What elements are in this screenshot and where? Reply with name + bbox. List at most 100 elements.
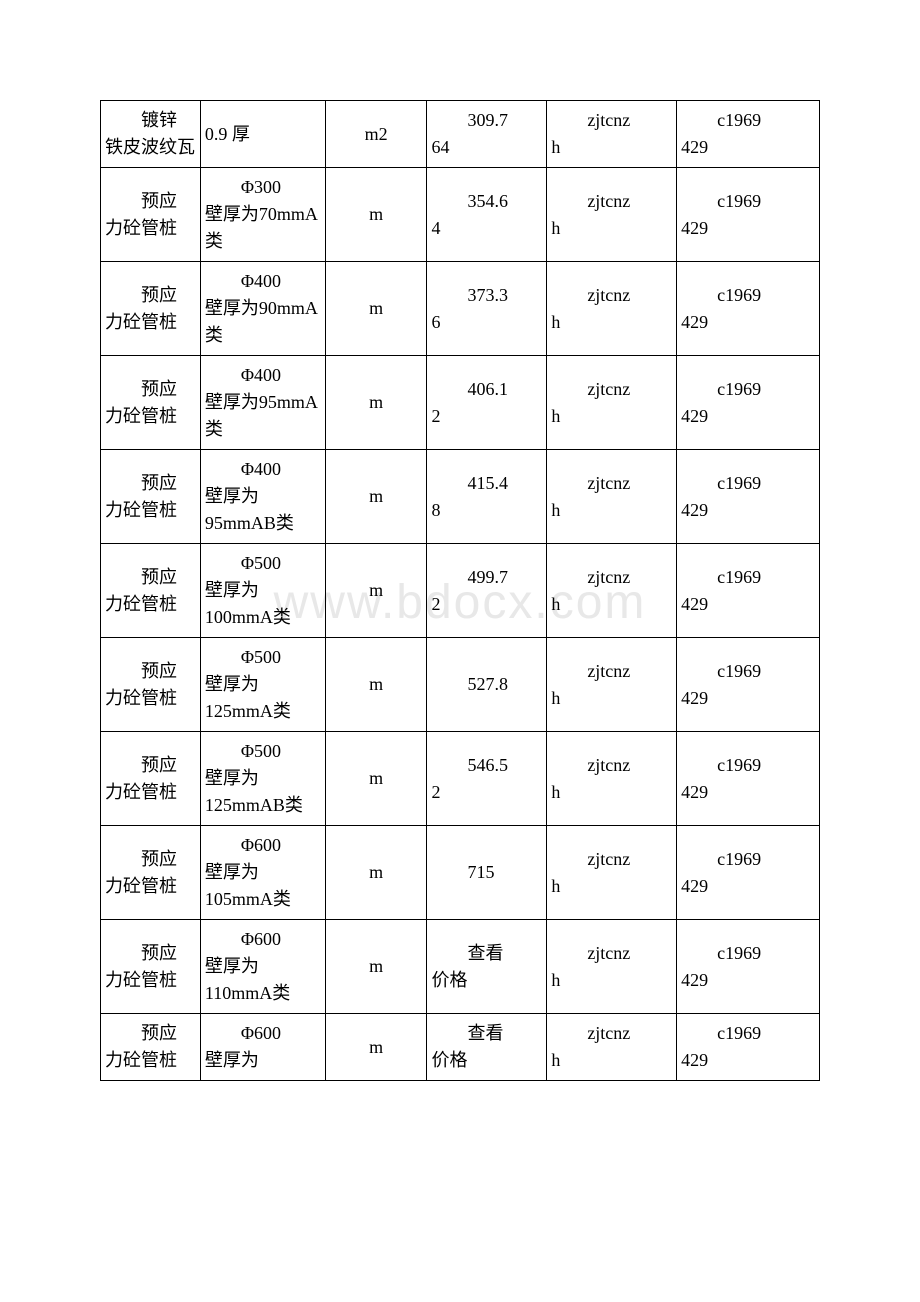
cell-spec: Φ600 壁厚为: [200, 1014, 325, 1081]
code1-line2: h: [551, 215, 672, 242]
name-line2: 力砼管桩: [105, 1047, 196, 1074]
name-line1: 预应: [105, 1020, 196, 1047]
code2-line2: 429: [681, 967, 815, 994]
cell-price: 查看 价格: [427, 1014, 547, 1081]
cell-code2: c1969 429: [677, 544, 820, 638]
spec-line2: 壁厚为125mmAB类: [205, 765, 321, 819]
cell-name: 预应 力砼管桩: [101, 262, 201, 356]
spec-line1: Φ600: [205, 1020, 321, 1047]
cell-name: 镀锌 铁皮波纹瓦: [101, 101, 201, 168]
price-line2: 64: [431, 134, 542, 161]
spec-line2: 壁厚为90mmA 类: [205, 295, 321, 349]
cell-code2: c1969 429: [677, 826, 820, 920]
price-line2: 2: [431, 403, 542, 430]
cell-spec: Φ300 壁厚为70mmA 类: [200, 168, 325, 262]
price-line2: 2: [431, 779, 542, 806]
price-line1: 715: [431, 859, 542, 886]
table-row: 预应 力砼管桩 Φ600 壁厚为105mmA类 m 715 zjtcnz h c…: [101, 826, 820, 920]
cell-price: 415.4 8: [427, 450, 547, 544]
table-row: 预应 力砼管桩 Φ600 壁厚为 m 查看 价格 zjtcnz h c1969 …: [101, 1014, 820, 1081]
cell-code2: c1969 429: [677, 101, 820, 168]
cell-price: 373.3 6: [427, 262, 547, 356]
name-line1: 预应: [105, 188, 196, 215]
code1-line2: h: [551, 591, 672, 618]
code2-line1: c1969: [681, 658, 815, 685]
code2-line2: 429: [681, 685, 815, 712]
name-line2: 力砼管桩: [105, 309, 196, 336]
name-line2: 铁皮波纹瓦: [105, 134, 196, 161]
cell-unit: m: [325, 1014, 427, 1081]
data-table: 镀锌 铁皮波纹瓦 0.9 厚 m2 309.7 64 zjtcnz h c196…: [100, 100, 820, 1081]
code1-line1: zjtcnz: [551, 658, 672, 685]
name-line1: 预应: [105, 564, 196, 591]
price-line1: 查看: [431, 940, 542, 967]
cell-unit: m: [325, 638, 427, 732]
code2-line2: 429: [681, 403, 815, 430]
table-row: 预应 力砼管桩 Φ400 壁厚为90mmA 类 m 373.3 6 zjtcnz…: [101, 262, 820, 356]
spec-line1: Φ300: [205, 174, 321, 201]
cell-price: 309.7 64: [427, 101, 547, 168]
price-line2: 价格: [431, 967, 542, 994]
cell-name: 预应 力砼管桩: [101, 356, 201, 450]
cell-code2: c1969 429: [677, 168, 820, 262]
code1-line1: zjtcnz: [551, 282, 672, 309]
name-line2: 力砼管桩: [105, 779, 196, 806]
table-row: 预应 力砼管桩 Φ400 壁厚为95mmA 类 m 406.1 2 zjtcnz…: [101, 356, 820, 450]
cell-spec: Φ400 壁厚为95mmAB类: [200, 450, 325, 544]
code1-line1: zjtcnz: [551, 188, 672, 215]
table-row: 镀锌 铁皮波纹瓦 0.9 厚 m2 309.7 64 zjtcnz h c196…: [101, 101, 820, 168]
code1-line2: h: [551, 873, 672, 900]
cell-price: 499.7 2: [427, 544, 547, 638]
cell-code1: zjtcnz h: [547, 356, 677, 450]
cell-spec: Φ400 壁厚为95mmA 类: [200, 356, 325, 450]
cell-spec: Φ400 壁厚为90mmA 类: [200, 262, 325, 356]
cell-name: 预应 力砼管桩: [101, 920, 201, 1014]
price-line2: 4: [431, 215, 542, 242]
spec-line1: Φ600: [205, 926, 321, 953]
code2-line1: c1969: [681, 282, 815, 309]
code1-line1: zjtcnz: [551, 1020, 672, 1047]
cell-code2: c1969 429: [677, 920, 820, 1014]
code2-line1: c1969: [681, 940, 815, 967]
code1-line2: h: [551, 134, 672, 161]
name-line2: 力砼管桩: [105, 967, 196, 994]
cell-name: 预应 力砼管桩: [101, 826, 201, 920]
name-line2: 力砼管桩: [105, 403, 196, 430]
code2-line2: 429: [681, 309, 815, 336]
cell-code1: zjtcnz h: [547, 826, 677, 920]
price-line1: 499.7: [431, 564, 542, 591]
spec-line2: 壁厚为95mmAB类: [205, 483, 321, 537]
cell-name: 预应 力砼管桩: [101, 638, 201, 732]
spec-line1: Φ400: [205, 268, 321, 295]
price-line2: 价格: [431, 1047, 542, 1074]
cell-code1: zjtcnz h: [547, 450, 677, 544]
price-line1: 415.4: [431, 470, 542, 497]
spec-line1: Φ500: [205, 644, 321, 671]
cell-price: 354.6 4: [427, 168, 547, 262]
cell-code1: zjtcnz h: [547, 732, 677, 826]
code2-line2: 429: [681, 215, 815, 242]
name-line2: 力砼管桩: [105, 873, 196, 900]
cell-code2: c1969 429: [677, 732, 820, 826]
price-line1: 查看: [431, 1020, 542, 1047]
code2-line2: 429: [681, 1047, 815, 1074]
code2-line1: c1969: [681, 188, 815, 215]
cell-spec: Φ600 壁厚为105mmA类: [200, 826, 325, 920]
cell-code1: zjtcnz h: [547, 101, 677, 168]
table-row: 预应 力砼管桩 Φ500 壁厚为125mmAB类 m 546.5 2 zjtcn…: [101, 732, 820, 826]
code1-line2: h: [551, 779, 672, 806]
code2-line1: c1969: [681, 846, 815, 873]
spec-line2: 壁厚为70mmA 类: [205, 201, 321, 255]
code1-line1: zjtcnz: [551, 846, 672, 873]
cell-code2: c1969 429: [677, 1014, 820, 1081]
code2-line1: c1969: [681, 1020, 815, 1047]
code1-line2: h: [551, 967, 672, 994]
cell-price: 查看 价格: [427, 920, 547, 1014]
code2-line2: 429: [681, 497, 815, 524]
spec-line2: 壁厚为95mmA 类: [205, 389, 321, 443]
code1-line1: zjtcnz: [551, 752, 672, 779]
spec-line1: Φ500: [205, 738, 321, 765]
cell-code1: zjtcnz h: [547, 920, 677, 1014]
code1-line2: h: [551, 685, 672, 712]
cell-unit: m: [325, 826, 427, 920]
